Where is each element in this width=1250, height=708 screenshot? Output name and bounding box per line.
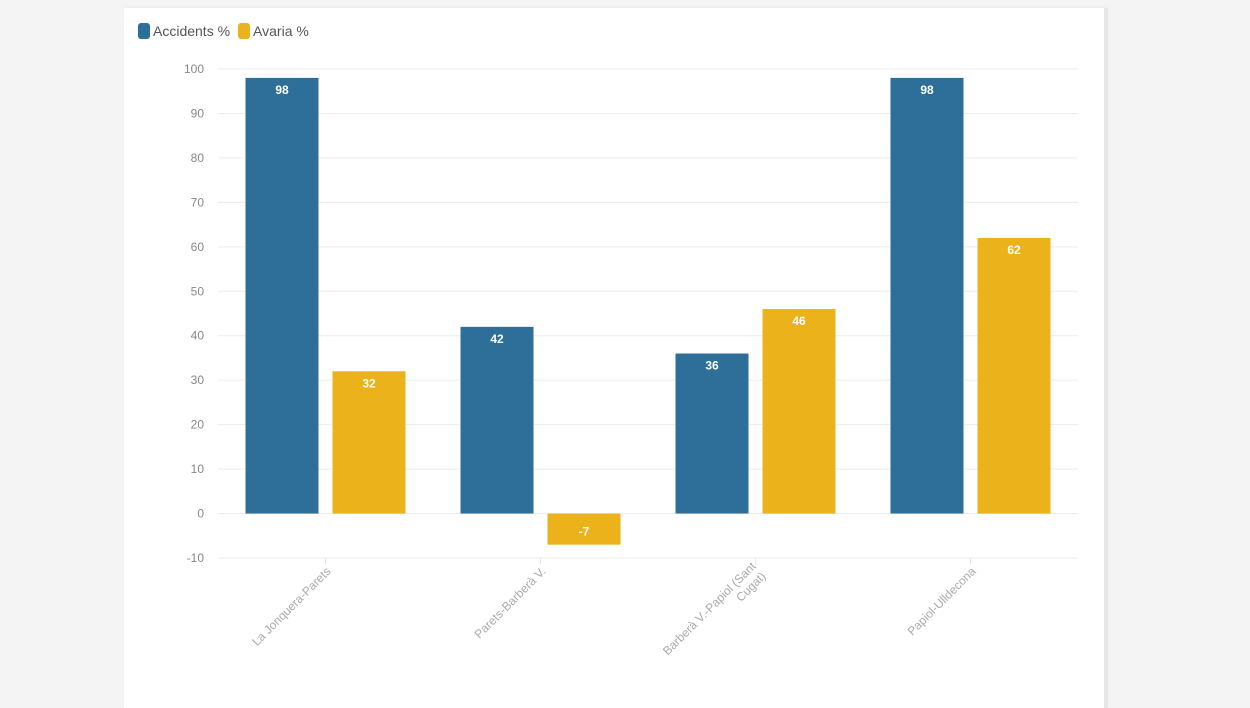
y-tick-label: 40 [191,329,205,343]
legend-swatch-avaria [238,23,251,39]
bar-accidents [890,77,964,514]
x-tick-label: Parets-Barberà V. [472,564,549,641]
bar-accidents [460,326,534,514]
legend-label-accidents: Accidents % [153,23,231,39]
legend-item-avaria[interactable]: Avaria % [238,23,309,39]
y-tick-label: 0 [197,507,204,521]
y-tick-label: 30 [191,373,205,387]
y-tick-label: 100 [184,62,204,76]
y-tick-label: -10 [187,551,205,565]
y-tick-label: 70 [191,195,205,209]
y-tick-label: 50 [191,284,205,298]
x-tick-label-line: Parets-Barberà V. [472,564,549,641]
data-label: 32 [362,376,376,390]
x-tick-label-line: Barberà V.-Papiol (Sant [660,559,759,658]
legend-swatch-accidents [138,23,150,39]
bar-avaria [977,237,1051,514]
data-label: 42 [490,332,504,346]
x-tick-label-line: Papiol-Ulldecona [905,564,979,638]
legend-label-avaria: Avaria % [253,23,309,39]
bar-avaria [332,371,406,514]
x-tick-label: Barberà V.-Papiol (SantCugat) [660,559,769,668]
x-tick-label-line: La Jonquera-Parets [249,564,333,648]
x-tick-label: Papiol-Ulldecona [905,564,979,638]
y-tick-label: 20 [191,418,205,432]
y-tick-label: 90 [191,106,205,120]
legend: Accidents % Avaria % [138,23,309,39]
data-label: 62 [1007,243,1021,257]
data-label: 46 [792,314,806,328]
legend-item-accidents[interactable]: Accidents % [138,23,230,39]
bar-avaria [762,309,836,514]
y-tick-label: 60 [191,240,205,254]
data-label: -7 [579,525,590,539]
y-tick-label: 10 [191,462,205,476]
bar-avaria [547,513,621,545]
data-label: 98 [920,83,934,97]
data-label: 36 [705,359,719,373]
bar-accidents [675,353,749,514]
y-tick-label: 80 [191,151,205,165]
data-label: 98 [275,83,289,97]
bar-accidents [245,77,319,514]
x-tick-label: La Jonquera-Parets [249,564,333,648]
card-edge [1104,8,1108,708]
